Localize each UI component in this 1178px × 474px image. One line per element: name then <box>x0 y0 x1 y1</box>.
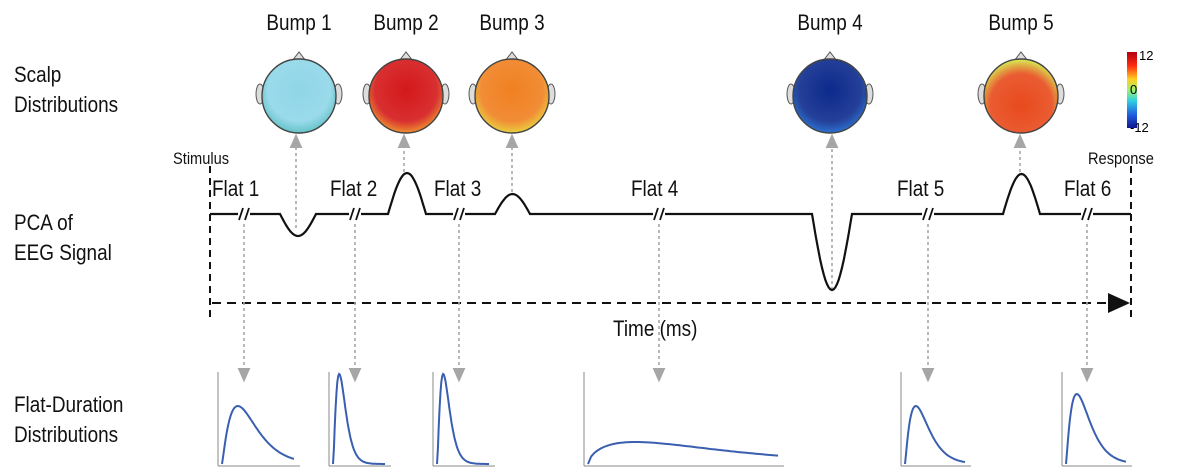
flat-duration-plot-6 <box>1061 372 1132 467</box>
scalp-head-2 <box>362 51 450 134</box>
break-mark <box>238 207 244 221</box>
pca-label: PCA of EEG Signal <box>14 210 112 265</box>
flat-duration-plot-1 <box>217 372 300 467</box>
scalp-label: Scalp Distributions <box>14 62 119 117</box>
scalp-head-5 <box>977 51 1065 134</box>
flat-duration-plot-4 <box>583 372 784 467</box>
flat-4-label: Flat 4 <box>631 176 679 201</box>
response-label: Response <box>1088 149 1154 168</box>
scalp-head-4 <box>786 51 874 134</box>
stimulus-label: Stimulus <box>173 149 230 168</box>
flat-2-label: Flat 2 <box>330 176 378 201</box>
duration-curve <box>332 372 385 465</box>
break-mark <box>1081 207 1087 221</box>
flat-duration-plot-3 <box>432 372 495 467</box>
flat-5-label: Flat 5 <box>897 176 945 201</box>
duration-curve <box>1065 392 1127 465</box>
pca-signal-trace <box>210 171 1131 292</box>
flat-1-label: Flat 1 <box>212 176 260 201</box>
time-axis-label: Time (ms) <box>613 316 698 341</box>
duration-curve <box>221 404 295 465</box>
break-mark <box>349 207 355 221</box>
flat-duration-plot-5 <box>900 372 971 467</box>
flat-3-label: Flat 3 <box>434 176 482 201</box>
colorbar <box>1127 52 1137 128</box>
scalp-head-3 <box>468 51 556 134</box>
bump-2-label: Bump 2 <box>373 10 439 35</box>
colorbar-min: -12 <box>1130 120 1149 135</box>
duration-curve <box>436 372 489 465</box>
flat-duration-label: Flat-Duration Distributions <box>14 392 124 447</box>
duration-curve <box>904 404 966 465</box>
flat-duration-plot-2 <box>328 372 391 467</box>
break-mark <box>453 207 459 221</box>
flat-6-label: Flat 6 <box>1064 176 1112 201</box>
duration-curve <box>587 441 779 465</box>
colorbar-mid: 0 <box>1130 82 1137 97</box>
scalp-head-1 <box>255 51 343 134</box>
bump-3-label: Bump 3 <box>479 10 545 35</box>
bump-4-label: Bump 4 <box>797 10 863 35</box>
bump-1-label: Bump 1 <box>266 10 332 35</box>
bump-5-label: Bump 5 <box>988 10 1054 35</box>
break-mark <box>922 207 928 221</box>
colorbar-max: 12 <box>1139 48 1153 63</box>
break-mark <box>653 207 659 221</box>
